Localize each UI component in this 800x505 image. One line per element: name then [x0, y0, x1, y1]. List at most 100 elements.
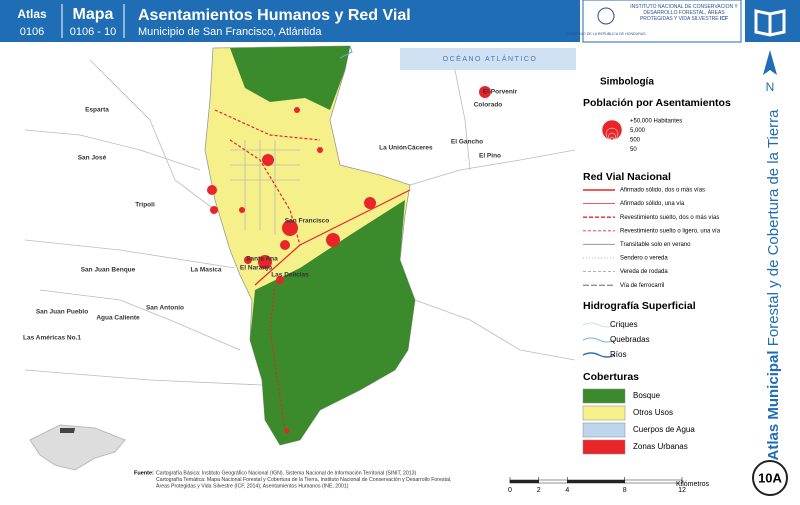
hydro-label: Ríos: [610, 350, 626, 359]
cover-swatch: [582, 439, 626, 455]
north-label: N: [766, 80, 775, 94]
place-label: San José: [78, 155, 107, 162]
settlement: [294, 107, 300, 113]
boundary: [24, 369, 263, 386]
settlement: [364, 197, 376, 209]
ocean-label: OCÉANO ATLÁNTICO: [443, 54, 538, 63]
section-title: Hidrografía Superficial: [583, 300, 696, 312]
place-label: Las Américas No.1: [23, 335, 81, 342]
section-title: Red Vial Nacional: [583, 171, 671, 183]
place-labels: Esparta San José Tripoli San Juan Benque La …: [23, 89, 518, 342]
road-label: Afirmado sólido, una vía: [620, 201, 685, 207]
boundary: [39, 289, 241, 351]
place-label: Tripoli: [135, 202, 155, 209]
settlement: [244, 256, 252, 264]
place-label: Santa Ana: [246, 256, 278, 263]
settlement: [276, 276, 284, 284]
institute-box: INSTITUTO NACIONAL DE CONSERVACIÓN Y DES…: [630, 4, 738, 22]
title: Asentamientos Humanos y Red Vial: [138, 7, 411, 24]
place-label: La Masica: [190, 267, 221, 274]
place-label: San Francisco: [285, 218, 329, 225]
settlement: [262, 154, 274, 166]
scale-tick-label: 8: [623, 487, 627, 494]
road-label: Revestimiento suelto o ligero, una vía: [620, 228, 721, 234]
road-label: Transitable solo en verano: [620, 242, 691, 248]
hydro-label: Quebradas: [610, 335, 650, 344]
logo-emblem: [597, 7, 615, 25]
series-rest: Forestal y de Cobertura de la Tierra: [765, 109, 782, 346]
inset-highlight: [60, 428, 75, 433]
population-label: +50,000 Habitantes: [630, 119, 682, 125]
scale-unit: Kilómetros: [676, 481, 710, 488]
subtitle: Municipio de San Francisco, Atlántida: [138, 26, 322, 38]
population-label: 5,000: [630, 128, 646, 134]
badge: [752, 460, 788, 496]
logo-box: [582, 0, 742, 43]
source-line: Áreas Protegidas y Vida Silvestre (ICF, …: [156, 482, 349, 489]
place-label: San Antonio: [146, 305, 184, 312]
settlement: [282, 220, 298, 236]
scale-tick-label: 0: [508, 487, 512, 494]
place-label: Colorado: [474, 102, 503, 109]
boundary: [409, 149, 576, 186]
cover-swatch: [582, 422, 626, 438]
section-title: Coberturas: [583, 371, 639, 383]
cover-label: Cuerpos de Agua: [633, 425, 695, 434]
hydro-symbol: [582, 352, 616, 358]
settlement: [317, 147, 323, 153]
scale-segment: [538, 479, 568, 484]
scale-segment: [509, 479, 539, 484]
gov-name: GOBIERNO DE LA REPÚBLICA DE HONDURAS: [566, 31, 646, 36]
place-label: La Unión: [379, 145, 407, 152]
hydro-symbol: [582, 337, 616, 343]
section-title: Población por Asentamientos: [583, 97, 731, 109]
settlement: [239, 207, 245, 213]
place-label: El Gancho: [451, 139, 483, 146]
institute: INSTITUTO NACIONAL DE CONSERVACIÓN Y DES…: [630, 4, 738, 22]
cover-swatch: [582, 388, 626, 404]
place-label: Cáceres: [407, 145, 433, 152]
population-label: 500: [630, 138, 641, 144]
place-label: El Naranjo: [240, 265, 272, 272]
legend-title: Simbología: [600, 77, 654, 88]
settlement: [326, 233, 340, 247]
badge-label: 10A: [758, 470, 782, 485]
settlements: [207, 86, 491, 434]
source-label: Fuente:: [134, 470, 154, 476]
boundary: [24, 129, 201, 171]
boundaries: [24, 59, 576, 386]
road-label: Sendero o vereda: [620, 256, 668, 262]
forest: [250, 200, 415, 445]
place-label: Esparta: [85, 107, 109, 114]
road-label: Vía de ferrocarril: [620, 283, 664, 289]
road-label: Vereda de rodada: [620, 269, 668, 275]
inset-map: [29, 424, 126, 471]
atlas-code: 0106: [20, 26, 44, 38]
institute-name: INSTITUTO NACIONAL DE CONSERVACIÓN Y DES…: [630, 4, 738, 22]
boundary: [24, 239, 236, 269]
place-label: El Pino: [479, 153, 501, 160]
settlement: [210, 206, 218, 214]
settlement: [207, 185, 217, 195]
place-label: Agua Caliente: [96, 315, 140, 322]
place-label: El Porvenir: [483, 89, 518, 96]
road: [214, 109, 321, 141]
place-label: San Juan Pueblo: [36, 309, 88, 316]
place-label: San Juan Benque: [81, 267, 136, 274]
road-label: Afirmado sólido, dos o más vías: [620, 188, 705, 194]
series-bold: Atlas Municipal: [765, 350, 782, 460]
scale-segment: [624, 479, 683, 484]
settlement: [479, 86, 491, 98]
atlas-label: Atlas: [17, 7, 47, 21]
institute-abbr: ICF: [719, 16, 729, 22]
source-line: Cartografía Básica: Instituto Geográfico…: [156, 470, 417, 476]
scale-segment: [567, 479, 625, 484]
scale-tick-label: 2: [537, 487, 541, 494]
place-label: Las Delicias: [271, 272, 309, 279]
header-bar: [0, 0, 580, 42]
settlement: [258, 255, 272, 269]
ocean: [400, 48, 576, 70]
scale-tick-label: 4: [565, 487, 569, 494]
